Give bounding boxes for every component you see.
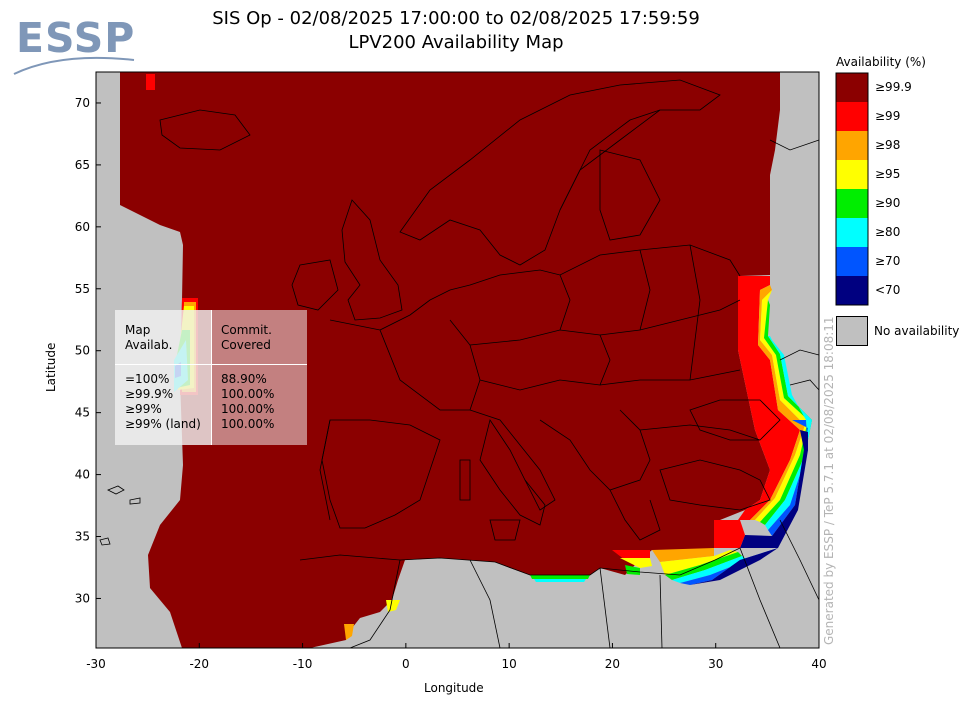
essp-logo: ESSP bbox=[10, 14, 135, 82]
stats-col1-header: Map Availab. bbox=[125, 323, 173, 352]
x-axis-label: Longitude bbox=[424, 681, 484, 695]
legend-label: ≥95 bbox=[875, 167, 901, 181]
legend-color-bar bbox=[835, 72, 869, 306]
plot-frame bbox=[95, 71, 820, 649]
availability-region-high bbox=[120, 72, 780, 648]
no-availability-swatch bbox=[836, 316, 868, 346]
y-tick-label: 45 bbox=[75, 406, 90, 420]
page-subtitle: LPV200 Availability Map bbox=[348, 32, 564, 53]
legend-label: ≥80 bbox=[875, 225, 901, 239]
stats-left-bg bbox=[115, 310, 211, 445]
stats-row-value: 100.00% bbox=[221, 387, 275, 401]
stats-v-divider bbox=[211, 310, 212, 445]
legend-title: Availability (%) bbox=[836, 55, 926, 69]
y-tick-label: 50 bbox=[75, 344, 90, 358]
x-tick-label: -30 bbox=[86, 657, 106, 671]
country-borders bbox=[99, 79, 820, 649]
stats-row-value: 88.90% bbox=[221, 372, 267, 386]
legend-label: <70 bbox=[875, 283, 901, 297]
y-tick-label: 35 bbox=[75, 530, 90, 544]
y-tick-label: 65 bbox=[75, 158, 90, 172]
y-tick-label: 60 bbox=[75, 220, 90, 234]
stats-row-value: 100.00% bbox=[221, 402, 275, 416]
legend-swatch bbox=[836, 189, 868, 218]
legend-swatch bbox=[836, 160, 868, 189]
legend-swatch bbox=[836, 73, 868, 102]
stats-row-label: =100% bbox=[125, 372, 170, 386]
x-tick-label: 20 bbox=[605, 657, 620, 671]
no-availability-label: No availability bbox=[874, 324, 960, 338]
legend-label: ≥90 bbox=[875, 196, 901, 210]
x-tick-label: -20 bbox=[189, 657, 209, 671]
x-axis-ticks: -30 -20 -10 0 10 20 30 40 bbox=[86, 643, 827, 671]
y-tick-label: 55 bbox=[75, 282, 90, 296]
legend-swatch bbox=[836, 247, 868, 276]
y-tick-label: 30 bbox=[75, 591, 90, 605]
y-tick-label: 40 bbox=[75, 468, 90, 482]
stats-col2-header: Commit. Covered bbox=[221, 323, 272, 352]
legend-swatch bbox=[836, 131, 868, 160]
x-tick-label: 0 bbox=[402, 657, 410, 671]
stats-row-label: ≥99% (land) bbox=[125, 417, 201, 431]
legend-label: ≥99.9 bbox=[875, 80, 912, 94]
x-tick-label: 30 bbox=[708, 657, 723, 671]
legend-swatch bbox=[836, 218, 868, 247]
stats-row-value: 100.00% bbox=[221, 417, 275, 431]
generated-credit: Generated by ESSP / TeP 5.7.1 at 02/08/2… bbox=[822, 316, 836, 645]
availability-gradient-east bbox=[738, 276, 812, 548]
legend-label: ≥99 bbox=[875, 109, 901, 123]
x-tick-label: -10 bbox=[293, 657, 313, 671]
page-title: SIS Op - 02/08/2025 17:00:00 to 02/08/20… bbox=[212, 8, 700, 29]
x-tick-label: 10 bbox=[502, 657, 517, 671]
stats-row-label: ≥99% bbox=[125, 402, 162, 416]
legend-swatch bbox=[836, 276, 868, 305]
y-axis-label: Latitude bbox=[44, 342, 58, 392]
y-axis-ticks: 30 35 40 45 50 55 60 65 70 bbox=[75, 96, 101, 605]
legend-label: ≥98 bbox=[875, 138, 901, 152]
availability-stats-table: Map Availab. Commit. Covered =100% 88.90… bbox=[115, 310, 307, 445]
logo-swoosh bbox=[13, 56, 135, 75]
stats-right-bg bbox=[211, 310, 307, 445]
legend-label: ≥70 bbox=[875, 254, 901, 268]
logo-text: ESSP bbox=[16, 14, 136, 62]
legend-bar-frame bbox=[835, 72, 869, 306]
y-tick-label: 70 bbox=[75, 96, 90, 110]
legend-swatch bbox=[836, 102, 868, 131]
stats-row-label: ≥99.9% bbox=[125, 387, 174, 401]
x-tick-label: 40 bbox=[811, 657, 826, 671]
